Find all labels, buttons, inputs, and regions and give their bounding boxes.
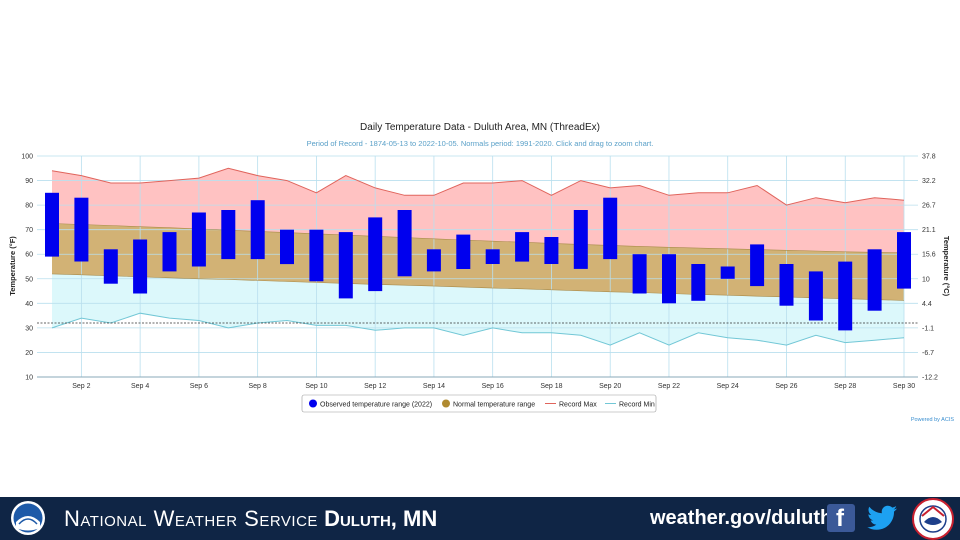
chart-legend: Observed temperature range (2022) Normal… <box>301 394 657 413</box>
observed-bar[interactable] <box>45 192 59 257</box>
observed-bar[interactable] <box>103 249 118 284</box>
y-tick-label-left: 90 <box>25 178 33 185</box>
legend-label-record-max[interactable]: Record Max <box>559 402 597 409</box>
x-tick-label: Sep 22 <box>658 383 680 390</box>
observed-bar[interactable] <box>485 249 500 264</box>
observed-bar[interactable] <box>720 266 735 279</box>
footer-bar: National Weather Service Duluth, MN weat… <box>0 497 960 540</box>
y-tick-label-right: 15.6 <box>922 252 936 259</box>
y-tick-label-right: -1.1 <box>922 325 934 332</box>
x-tick-label: Sep 24 <box>717 383 739 390</box>
observed-bar[interactable] <box>397 210 412 277</box>
legend-marker-normal[interactable] <box>442 399 450 408</box>
noaa-logo-icon[interactable] <box>10 500 46 536</box>
footer-title: National Weather Service Duluth, MN <box>64 506 437 532</box>
observed-bar[interactable] <box>309 229 324 282</box>
x-tick-label: Sep 30 <box>893 383 915 390</box>
y-tick-label-right: 37.8 <box>922 154 936 161</box>
y-tick-label-left: 10 <box>25 375 33 382</box>
observed-bar[interactable] <box>515 232 530 262</box>
y-tick-label-left: 40 <box>25 301 33 308</box>
legend-label-record-min[interactable]: Record Min <box>619 402 655 409</box>
record-max-line <box>51 167 905 206</box>
observed-bar[interactable] <box>603 197 618 260</box>
observed-bar[interactable] <box>338 232 353 299</box>
band-below-record <box>52 313 904 377</box>
temperature-chart[interactable]: Daily Temperature Data - Duluth Area, MN… <box>0 0 960 497</box>
chart-title: Daily Temperature Data - Duluth Area, MN… <box>360 122 600 133</box>
y-tick-label-left: 30 <box>25 325 33 332</box>
y-axis-title-right: Temperature (°C) <box>942 236 951 297</box>
observed-bar[interactable] <box>426 249 441 272</box>
chart-bands <box>52 168 904 377</box>
x-tick-label: Sep 14 <box>423 383 445 390</box>
x-tick-label: Sep 16 <box>482 383 504 390</box>
legend-frame <box>301 394 657 413</box>
observed-bar[interactable] <box>456 234 471 269</box>
legend-label-observed[interactable]: Observed temperature range (2022) <box>320 402 432 409</box>
observed-bar[interactable] <box>808 271 823 321</box>
footer-url-link[interactable]: weather.gov/duluth <box>650 507 833 529</box>
y-tick-label-right: -12.2 <box>922 375 938 382</box>
observed-bar[interactable] <box>838 261 853 331</box>
y-tick-label-left: 50 <box>25 276 33 283</box>
twitter-icon[interactable] <box>866 504 898 532</box>
y-tick-label-left: 100 <box>21 154 33 161</box>
x-tick-label: Sep 12 <box>364 383 386 390</box>
legend-label-normal[interactable]: Normal temperature range <box>453 402 535 409</box>
observed-bar[interactable] <box>133 239 148 294</box>
x-tick-label: Sep 4 <box>131 383 149 390</box>
y-tick-label-left: 60 <box>25 252 33 259</box>
observed-bar[interactable] <box>867 249 882 311</box>
y-tick-label-right: 21.1 <box>922 227 936 234</box>
observed-bar[interactable] <box>280 229 294 265</box>
y-axis-title-left: Temperature (°F) <box>8 236 17 296</box>
y-tick-label-right: -6.7 <box>922 350 934 357</box>
x-tick-label: Sep 8 <box>249 383 267 390</box>
x-tick-label: Sep 2 <box>72 383 90 390</box>
observed-bar[interactable] <box>691 264 706 301</box>
observed-bar[interactable] <box>632 254 647 294</box>
observed-bar[interactable] <box>162 232 177 272</box>
band-normal-range <box>52 223 904 301</box>
y-tick-label-right: 10 <box>922 276 930 283</box>
x-tick-label: Sep 10 <box>305 383 327 390</box>
normal-low-line <box>51 273 905 301</box>
footer-title-location: Duluth, MN <box>324 506 438 531</box>
observed-bar[interactable] <box>573 210 588 269</box>
nws-logo-icon[interactable] <box>912 498 954 540</box>
chart-axes: 100 37.8 90 32.2 80 26.7 70 21.1 60 15.6 50 10 40 4.4… <box>21 154 938 391</box>
x-tick-label: Sep 26 <box>775 383 797 390</box>
x-tick-label: Sep 6 <box>190 383 208 390</box>
observed-bar[interactable] <box>662 254 676 304</box>
y-tick-label-left: 20 <box>25 350 33 357</box>
y-tick-label-left: 70 <box>25 227 33 234</box>
observed-bar[interactable] <box>191 212 206 267</box>
y-tick-label-left: 80 <box>25 203 33 210</box>
observed-bar[interactable] <box>897 232 911 289</box>
observed-bar[interactable] <box>368 217 383 292</box>
footer-title-prefix: National Weather Service <box>64 506 318 531</box>
y-tick-label-right: 26.7 <box>922 203 936 210</box>
observed-bar[interactable] <box>779 264 794 306</box>
chart-subtitle: Period of Record - 1874-05-13 to 2022-10… <box>307 139 654 148</box>
x-tick-label: Sep 28 <box>834 383 856 390</box>
chart-observed-bars[interactable] <box>45 192 911 331</box>
record-min-line <box>51 312 905 346</box>
observed-bar[interactable] <box>544 237 559 264</box>
band-below-normal <box>52 273 904 346</box>
observed-bar[interactable] <box>74 197 89 262</box>
x-tick-label: Sep 20 <box>599 383 621 390</box>
legend-marker-observed[interactable] <box>309 399 317 408</box>
x-tick-label: Sep 18 <box>540 383 562 390</box>
observed-bar[interactable] <box>221 210 236 260</box>
observed-bar[interactable] <box>250 200 265 260</box>
y-tick-label-right: 4.4 <box>922 301 932 308</box>
chart-credit[interactable]: Powered by ACIS <box>911 417 954 423</box>
facebook-icon[interactable]: f <box>827 504 855 532</box>
observed-bar[interactable] <box>750 244 765 287</box>
y-tick-label-right: 32.2 <box>922 178 936 185</box>
